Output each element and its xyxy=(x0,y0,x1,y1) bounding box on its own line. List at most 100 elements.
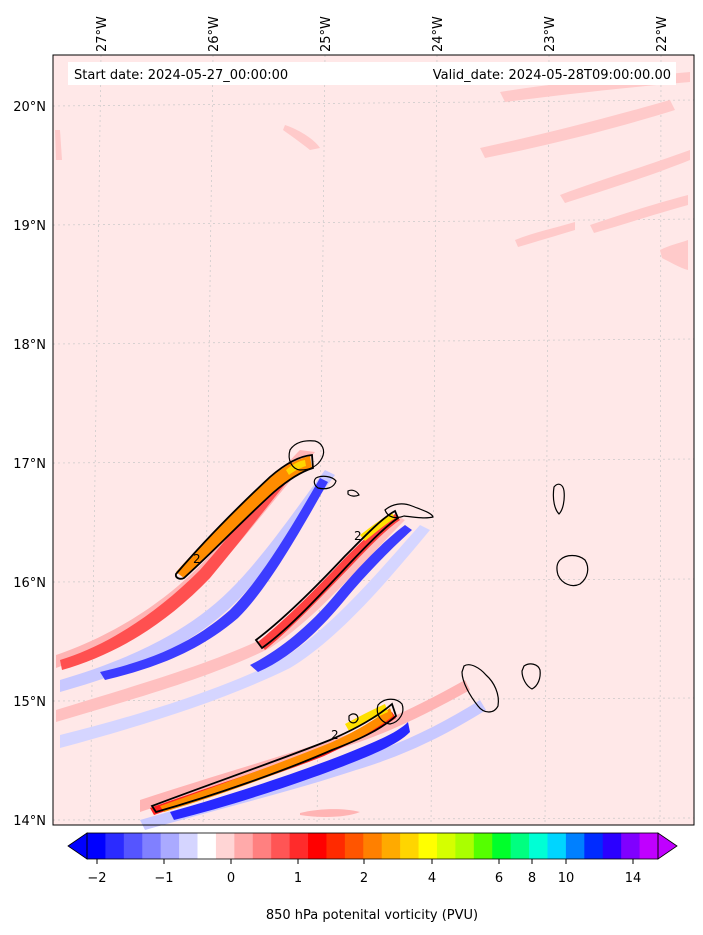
colorbar-cell xyxy=(215,833,235,859)
pv-blob xyxy=(300,809,360,817)
streak xyxy=(660,240,688,270)
band-halo-blue xyxy=(60,525,430,748)
colorbar-cell xyxy=(326,833,346,859)
lat-tick: 15°N xyxy=(13,695,46,710)
colorbar-tick-label: 0 xyxy=(227,871,235,886)
band-yellow-core xyxy=(286,460,306,475)
streak xyxy=(55,130,62,160)
colorbar-cell xyxy=(308,833,327,859)
colorbar-tick-label: 8 xyxy=(528,871,536,886)
colorbar-cell xyxy=(639,833,659,859)
colorbar-tick-label: −1 xyxy=(154,871,173,886)
colorbar-cell xyxy=(289,833,309,859)
contour-label: 2 xyxy=(354,529,362,543)
colorbar-cell xyxy=(473,833,493,859)
island-sao-vicente xyxy=(313,475,337,490)
lat-tick: 14°N xyxy=(13,814,46,829)
lat-tick: 19°N xyxy=(13,219,46,234)
streak xyxy=(283,125,320,150)
colorbar-cell xyxy=(418,833,438,859)
colorbar-extend-low xyxy=(67,832,88,860)
lon-tick-labels: 27°W 26°W 25°W 24°W 23°W 22°W xyxy=(95,16,670,52)
colorbar-cell xyxy=(547,833,567,859)
band-blue-core xyxy=(250,525,412,672)
map-panel: 2 2 2 Start date: 2024-05-27_00:00:00 Va… xyxy=(52,54,695,830)
meridian-27w xyxy=(89,54,102,826)
lat-tick-labels: 20°N 19°N 18°N 17°N 16°N 15°N 14°N xyxy=(13,100,46,829)
island-maio xyxy=(521,663,541,690)
lon-tick: 22°W xyxy=(655,16,670,52)
colorbar-cell xyxy=(363,833,383,859)
lat-tick: 17°N xyxy=(13,457,46,472)
streak xyxy=(590,195,688,233)
colorbar-cell xyxy=(142,833,162,859)
colorbar-cell xyxy=(510,833,530,859)
colorbar-cell xyxy=(271,833,291,859)
streak xyxy=(515,222,575,247)
colorbar-cell xyxy=(344,833,364,859)
valid-date-label: Valid_date: 2024-05-28T09:00:00.00 xyxy=(433,68,671,83)
colorbar-cell xyxy=(436,833,456,859)
coastlines xyxy=(288,440,589,725)
island-sal xyxy=(552,483,565,515)
meridian-24w xyxy=(430,54,438,826)
colorbar-cells xyxy=(87,833,659,859)
colorbar-cell xyxy=(602,833,622,859)
meridian-25w xyxy=(316,54,326,826)
colorbar-cell xyxy=(160,833,180,859)
band-orange-core xyxy=(160,708,393,812)
band-orange-core xyxy=(176,456,312,578)
colorbar-cell xyxy=(455,833,475,859)
parallel-20n xyxy=(52,99,695,107)
meridian-23w xyxy=(544,54,550,826)
colorbar-cell xyxy=(621,833,641,859)
band-contour xyxy=(174,454,314,580)
parallel-18n xyxy=(52,338,695,345)
colorbar-tick-label: 6 xyxy=(495,871,503,886)
colorbar-cell xyxy=(123,833,143,859)
contour-label: 2 xyxy=(331,728,339,742)
lon-tick: 24°W xyxy=(431,16,446,52)
colorbar-cell xyxy=(105,833,125,859)
map-background xyxy=(53,55,694,825)
parallel-19n xyxy=(52,218,695,226)
parallel-15n xyxy=(52,697,695,702)
colorbar-cell xyxy=(492,833,512,859)
island-santiago xyxy=(461,664,499,713)
colorbar-tick-label: 10 xyxy=(558,871,575,886)
lon-tick: 25°W xyxy=(319,16,334,52)
header-box xyxy=(68,62,676,85)
colorbar-cell xyxy=(197,833,217,859)
island-brava xyxy=(348,713,359,724)
colorbar-cell xyxy=(87,833,106,859)
colorbar-cell xyxy=(234,833,254,859)
island-santo-antao xyxy=(288,440,325,471)
pv-band-middle xyxy=(56,509,430,748)
colorbar-cell xyxy=(179,833,199,859)
contour-label: 2 xyxy=(193,552,201,566)
colorbar-tick-label: 4 xyxy=(428,871,436,886)
start-date-label: Start date: 2024-05-27_00:00:00 xyxy=(74,68,288,83)
colorbar-extend-high xyxy=(657,832,678,860)
band-halo-red xyxy=(140,680,470,812)
island-santa-luzia xyxy=(347,489,360,497)
weak-pv-streaks xyxy=(55,72,690,270)
colorbar-tick-label: 2 xyxy=(360,871,368,886)
colorbar-tick-label: 1 xyxy=(294,871,302,886)
colorbar: −2 −1 0 1 2 4 6 8 10 14 850 hPa potenital vortici… xyxy=(67,832,678,923)
colorbar-tick-label: 14 xyxy=(625,871,642,886)
colorbar-cell xyxy=(252,833,272,859)
band-contour xyxy=(150,702,398,814)
band-blue-core xyxy=(170,722,410,820)
colorbar-cell xyxy=(400,833,420,859)
lon-tick: 27°W xyxy=(95,16,110,52)
pv-band-north xyxy=(56,450,335,692)
island-boa-vista xyxy=(556,554,589,587)
lat-tick: 16°N xyxy=(13,576,46,591)
island-fogo xyxy=(376,698,404,725)
band-yellow-core xyxy=(360,513,395,541)
colorbar-ticks: −2 −1 0 1 2 4 6 8 10 14 xyxy=(87,859,641,886)
colorbar-tick-label: −2 xyxy=(87,871,106,886)
lat-tick: 18°N xyxy=(13,338,46,353)
colorbar-cell xyxy=(565,833,585,859)
